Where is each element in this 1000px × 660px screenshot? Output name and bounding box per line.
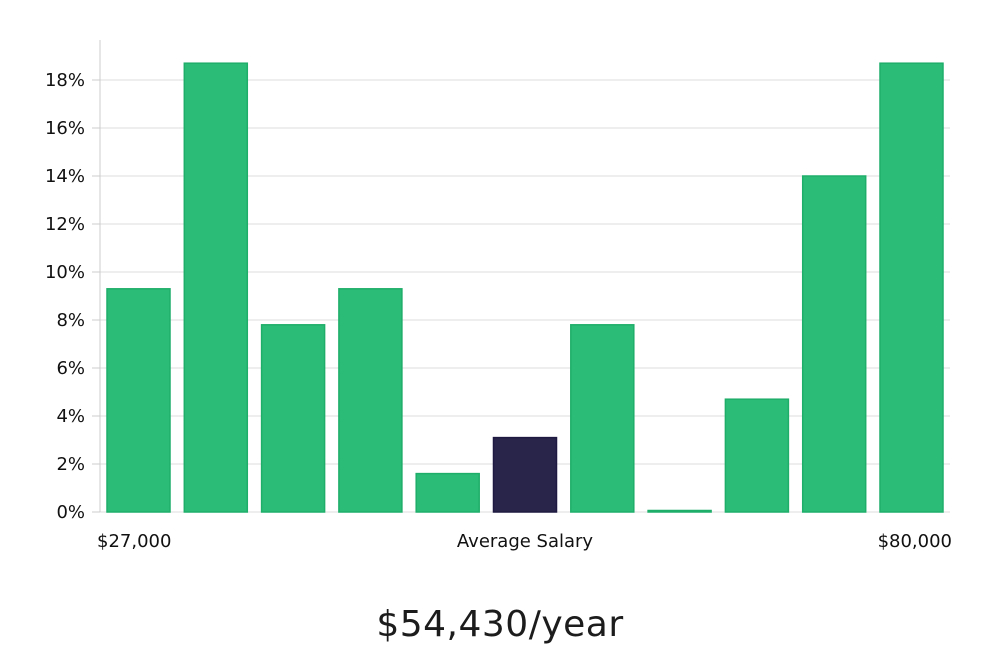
bar bbox=[801, 175, 867, 513]
average-salary-value: $54,430/year bbox=[376, 604, 624, 645]
bar bbox=[647, 509, 712, 513]
y-tick-label: 10% bbox=[45, 262, 85, 283]
bar-highlight-average bbox=[492, 436, 558, 513]
y-tick-label: 18% bbox=[45, 70, 85, 91]
y-tick-label: 2% bbox=[56, 454, 85, 475]
y-tick-label: 4% bbox=[56, 406, 85, 427]
bar bbox=[338, 288, 403, 513]
y-tick-label: 14% bbox=[45, 166, 85, 187]
x-axis-start-label: $27,000 bbox=[97, 531, 171, 552]
x-axis-end-label: $80,000 bbox=[878, 531, 952, 552]
bars bbox=[106, 62, 944, 513]
y-tick-label: 8% bbox=[56, 310, 85, 331]
x-axis-title: Average Salary bbox=[457, 531, 594, 552]
bar bbox=[724, 398, 790, 513]
y-tick-label: 16% bbox=[45, 118, 85, 139]
y-tick-label: 6% bbox=[56, 358, 85, 379]
y-axis-tick-labels: 0% 2% 4% 6% 8% 10% 12% 14% 16% 18% bbox=[45, 70, 100, 523]
bar bbox=[415, 472, 480, 513]
y-tick-label: 0% bbox=[56, 502, 85, 523]
bar bbox=[260, 324, 326, 513]
bar bbox=[106, 288, 171, 513]
bar bbox=[570, 324, 635, 513]
bar bbox=[879, 62, 944, 513]
salary-histogram: 0% 2% 4% 6% 8% 10% 12% 14% 16% 18% $27,000 Averag… bbox=[45, 40, 952, 552]
y-tick-label: 12% bbox=[45, 214, 85, 235]
bar bbox=[183, 62, 249, 513]
